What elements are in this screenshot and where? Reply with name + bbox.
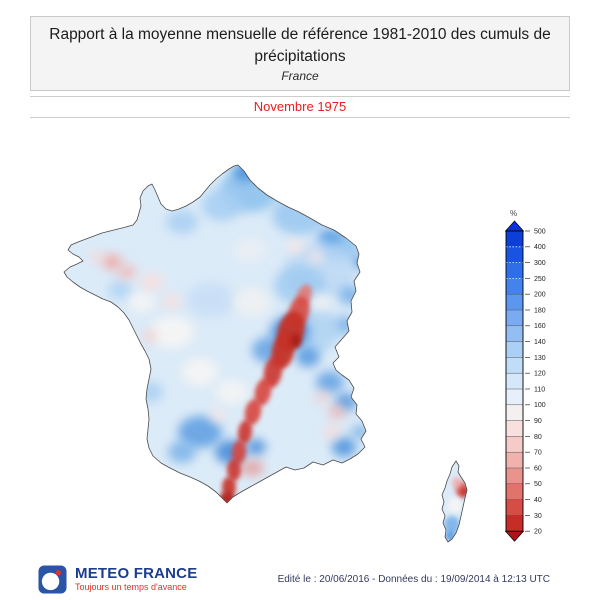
brand-tagline: Toujours un temps d'avance [75, 582, 187, 592]
svg-text:120: 120 [534, 371, 546, 378]
svg-text:140: 140 [534, 339, 546, 346]
color-scale: % 500 400 300 250 200 180 160 140 130 120 110 100 90 8… [504, 209, 546, 542]
svg-text:250: 250 [534, 276, 546, 283]
svg-text:%: % [510, 209, 517, 218]
svg-text:160: 160 [534, 323, 546, 330]
period-label: Novembre 1975 [253, 99, 347, 114]
svg-text:130: 130 [534, 355, 546, 362]
svg-text:70: 70 [534, 450, 542, 457]
svg-text:80: 80 [534, 434, 542, 441]
svg-text:110: 110 [534, 386, 545, 393]
edited-timestamp: Edité le : 20/06/2016 - Données du : 19/… [277, 573, 550, 585]
svg-text:100: 100 [534, 402, 546, 409]
title-box: Rapport à la moyenne mensuelle de référe… [30, 16, 570, 91]
svg-text:90: 90 [534, 418, 542, 425]
colorbar-container: % 500 400 300 250 200 180 160 140 130 120 110 100 90 8… [498, 203, 598, 553]
map-container [0, 120, 600, 580]
svg-text:180: 180 [534, 307, 546, 314]
svg-text:40: 40 [534, 497, 542, 504]
period-band: Novembre 1975 [30, 96, 570, 118]
svg-text:200: 200 [534, 292, 546, 299]
svg-text:50: 50 [534, 481, 542, 488]
svg-text:30: 30 [534, 513, 542, 520]
france-precipitation-map [63, 164, 468, 543]
brand-name: METEO FRANCE [75, 565, 198, 582]
page-title: Rapport à la moyenne mensuelle de référe… [49, 25, 551, 65]
brand-text: METEO FRANCE Toujours un temps d'avance [75, 566, 197, 592]
svg-text:60: 60 [534, 465, 542, 472]
svg-text:20: 20 [534, 529, 542, 536]
svg-text:300: 300 [534, 260, 546, 267]
meteo-france-logo-icon [38, 564, 67, 594]
svg-text:400: 400 [534, 244, 546, 251]
meteo-france-logo: METEO FRANCE Toujours un temps d'avance [38, 564, 197, 594]
svg-text:500: 500 [534, 228, 546, 235]
page-subtitle: France [281, 69, 319, 84]
footer: METEO FRANCE Toujours un temps d'avance … [0, 560, 600, 598]
